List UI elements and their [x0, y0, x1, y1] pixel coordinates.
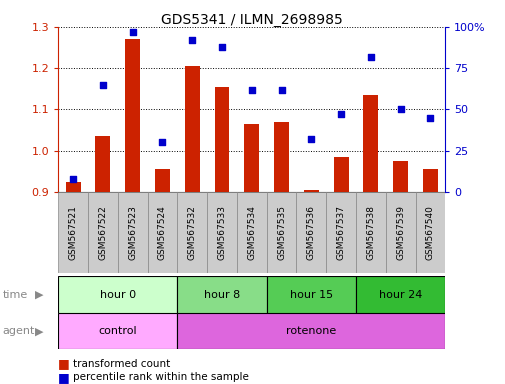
Text: GSM567524: GSM567524 [158, 205, 167, 260]
Point [69, 176, 77, 182]
Bar [95, 136, 110, 192]
Bar [385, 192, 415, 273]
Text: ■: ■ [58, 371, 70, 384]
Bar [296, 192, 326, 273]
Bar [236, 192, 266, 273]
Point [277, 86, 285, 93]
Text: hour 24: hour 24 [378, 290, 422, 300]
Bar [244, 124, 259, 192]
Bar [207, 192, 236, 273]
Bar [274, 122, 288, 192]
Bar [155, 169, 170, 192]
Bar [266, 276, 355, 313]
Text: transformed count: transformed count [73, 359, 170, 369]
Text: GDS5341 / ILMN_2698985: GDS5341 / ILMN_2698985 [161, 13, 342, 27]
Text: GSM567535: GSM567535 [276, 205, 285, 260]
Text: GSM567532: GSM567532 [187, 205, 196, 260]
Text: hour 0: hour 0 [99, 290, 135, 300]
Bar [326, 192, 355, 273]
Bar [355, 192, 385, 273]
Point [128, 29, 136, 35]
Text: time: time [3, 290, 28, 300]
Text: hour 8: hour 8 [204, 290, 239, 300]
Bar [392, 161, 407, 192]
Point [158, 139, 166, 146]
Text: rotenone: rotenone [286, 326, 336, 336]
Bar [177, 192, 207, 273]
Bar [88, 192, 118, 273]
Text: GSM567533: GSM567533 [217, 205, 226, 260]
Text: GSM567534: GSM567534 [247, 205, 256, 260]
Point [218, 44, 226, 50]
Bar [363, 95, 378, 192]
Bar [422, 169, 437, 192]
Text: control: control [98, 326, 137, 336]
Point [188, 37, 196, 43]
Bar [118, 192, 147, 273]
Bar [177, 276, 266, 313]
Text: percentile rank within the sample: percentile rank within the sample [73, 372, 249, 382]
Text: ▶: ▶ [35, 326, 43, 336]
Text: GSM567522: GSM567522 [98, 205, 107, 260]
Bar [177, 313, 444, 349]
Bar [58, 192, 88, 273]
Text: GSM567536: GSM567536 [306, 205, 315, 260]
Text: GSM567539: GSM567539 [395, 205, 405, 260]
Point [247, 86, 256, 93]
Point [366, 53, 374, 60]
Point [98, 82, 107, 88]
Text: GSM567537: GSM567537 [336, 205, 345, 260]
Text: agent: agent [3, 326, 35, 336]
Bar [58, 313, 177, 349]
Point [426, 115, 434, 121]
Point [307, 136, 315, 142]
Bar [355, 276, 444, 313]
Point [336, 111, 344, 118]
Bar [415, 192, 444, 273]
Bar [266, 192, 296, 273]
Text: GSM567521: GSM567521 [69, 205, 77, 260]
Text: ■: ■ [58, 358, 70, 371]
Text: GSM567523: GSM567523 [128, 205, 137, 260]
Text: ▶: ▶ [35, 290, 43, 300]
Text: GSM567538: GSM567538 [366, 205, 375, 260]
Text: GSM567540: GSM567540 [425, 205, 434, 260]
Bar [214, 87, 229, 192]
Bar [66, 182, 80, 192]
Bar [333, 157, 348, 192]
Text: hour 15: hour 15 [289, 290, 332, 300]
Bar [58, 276, 177, 313]
Bar [125, 39, 140, 192]
Point [396, 106, 404, 113]
Bar [147, 192, 177, 273]
Bar [184, 66, 199, 192]
Bar [303, 190, 318, 192]
